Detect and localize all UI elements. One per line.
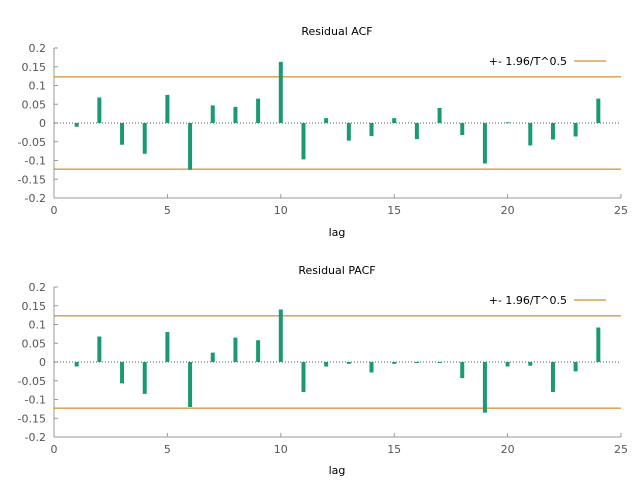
acf-bar xyxy=(596,98,601,123)
pacf-legend-text: +- 1.96/T^0.5 xyxy=(489,294,567,307)
pacf-bar xyxy=(482,362,487,413)
pacf-bar xyxy=(392,362,397,364)
acf-bar xyxy=(165,94,170,123)
acf-bar xyxy=(437,108,442,123)
acf-bar xyxy=(142,123,147,154)
acf-bar xyxy=(233,106,238,123)
acf-bar xyxy=(97,97,102,123)
pacf-xlabel: lag xyxy=(329,464,346,477)
acf-bar xyxy=(188,123,193,170)
pacf-bar xyxy=(165,332,170,362)
acf-x-tick-label: 25 xyxy=(614,204,628,217)
acf-x-tick-label: 5 xyxy=(164,204,171,217)
pacf-bar xyxy=(210,352,215,362)
pacf-y-tick-label: 0.15 xyxy=(22,300,47,313)
pacf-bar xyxy=(301,362,306,392)
pacf-bar xyxy=(550,362,555,392)
acf-bar xyxy=(256,98,261,123)
pacf-bar xyxy=(233,337,238,362)
acf-y-tick-label: -0.15 xyxy=(18,173,46,186)
acf-xlabel: lag xyxy=(329,226,346,239)
pacf-x-tick-label: 15 xyxy=(387,443,401,456)
acf-title: Residual ACF xyxy=(301,25,372,38)
acf-bar xyxy=(482,123,487,164)
pacf-bar xyxy=(460,362,465,379)
pacf-y-tick-label: 0.05 xyxy=(22,337,47,350)
acf-bar xyxy=(414,123,419,140)
pacf-y-tick-label: -0.15 xyxy=(18,412,46,425)
pacf-x-tick-label: 5 xyxy=(164,443,171,456)
pacf-bar xyxy=(346,362,351,364)
acf-bar xyxy=(324,118,329,123)
acf-bar xyxy=(550,123,555,140)
pacf-panel: Residual PACF lag 0.2 0.15 0.1 0.05 0 -0.05 -0… xyxy=(18,264,628,477)
pacf-bar xyxy=(188,362,193,407)
acf-bar xyxy=(573,123,578,137)
acf-panel: Residual ACF lag 0.2 0.15 0.1 0.05 0 -0.05 -0.… xyxy=(18,25,628,239)
acf-bar xyxy=(392,118,397,123)
acf-y-tick-label: 0.05 xyxy=(22,98,47,111)
pacf-bar xyxy=(324,362,329,367)
pacf-bar xyxy=(278,309,283,362)
pacf-bar xyxy=(256,340,261,362)
pacf-bar xyxy=(414,362,419,363)
acf-legend-text: +- 1.96/T^0.5 xyxy=(489,55,567,68)
acf-x-tick-label: 0 xyxy=(51,204,58,217)
acf-bar xyxy=(210,105,215,123)
acf-x-tick-label: 20 xyxy=(501,204,515,217)
pacf-y-tick-label: 0.1 xyxy=(29,319,47,332)
acf-y-tick-label: 0.15 xyxy=(22,61,47,74)
pacf-bar xyxy=(142,362,147,394)
pacf-x-tick-label: 20 xyxy=(501,443,515,456)
acf-y-tick-label: -0.05 xyxy=(18,136,46,149)
pacf-y-tick-label: -0.1 xyxy=(25,394,46,407)
pacf-y-tick-label: -0.2 xyxy=(25,431,46,444)
acf-y-tick-label: 0.2 xyxy=(29,42,47,55)
pacf-bar xyxy=(505,362,510,367)
pacf-x-tick-label: 10 xyxy=(274,443,288,456)
pacf-y-tick-label: -0.05 xyxy=(18,375,46,388)
acf-bar xyxy=(278,61,283,123)
pacf-title: Residual PACF xyxy=(298,264,375,277)
acf-bar xyxy=(120,123,125,145)
pacf-x-tick-label: 0 xyxy=(51,443,58,456)
acf-bar xyxy=(460,123,465,135)
acf-bar xyxy=(301,123,306,160)
pacf-y-tick-label: 0 xyxy=(39,356,46,369)
acf-bar xyxy=(346,123,351,141)
acf-bar xyxy=(528,123,533,146)
acf-bar xyxy=(369,123,374,137)
acf-y-tick-label: 0.1 xyxy=(29,80,47,93)
pacf-bar xyxy=(97,336,102,362)
pacf-bar xyxy=(120,362,125,384)
pacf-bar xyxy=(573,362,578,372)
pacf-bar xyxy=(74,362,79,367)
pacf-bar xyxy=(369,362,374,373)
pacf-bar xyxy=(596,327,601,362)
acf-x-tick-label: 15 xyxy=(387,204,401,217)
pacf-y-tick-label: 0.2 xyxy=(29,281,47,294)
acf-y-tick-label: -0.2 xyxy=(25,192,46,205)
pacf-bar xyxy=(528,362,533,366)
acf-x-tick-label: 10 xyxy=(274,204,288,217)
pacf-bar xyxy=(437,362,442,363)
acf-y-tick-label: 0 xyxy=(39,117,46,130)
acf-bar xyxy=(505,122,510,124)
acf-y-tick-label: -0.1 xyxy=(25,155,46,168)
acf-bar xyxy=(74,123,79,127)
pacf-x-tick-label: 25 xyxy=(614,443,628,456)
